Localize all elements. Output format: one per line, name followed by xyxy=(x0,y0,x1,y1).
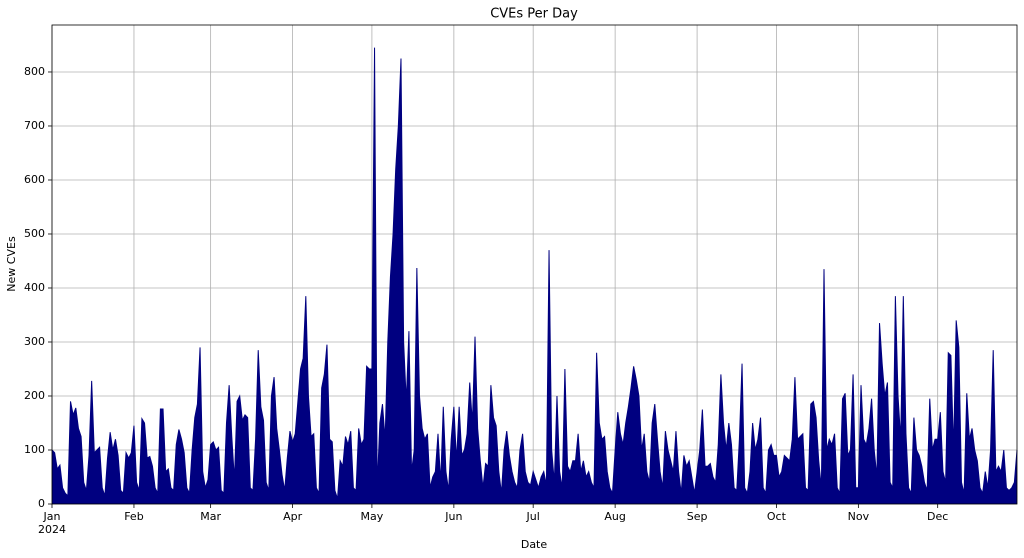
y-tick-label: 800 xyxy=(24,65,45,78)
y-tick-label: 600 xyxy=(24,173,45,186)
x-axis-label: Date xyxy=(521,538,548,551)
x-tick-label: Nov xyxy=(848,510,870,523)
x-tick-label: Jun xyxy=(444,510,462,523)
y-tick-label: 500 xyxy=(24,227,45,240)
y-tick-label: 200 xyxy=(24,389,45,402)
area-line xyxy=(51,47,1018,499)
plot-frame xyxy=(51,24,1018,505)
area-fill xyxy=(52,47,1017,505)
y-tick-label: 0 xyxy=(38,497,45,510)
chart-title: CVEs Per Day xyxy=(490,7,578,22)
x-tick-label: Mar xyxy=(200,510,221,523)
y-axis-label: New CVEs xyxy=(5,236,18,292)
x-tick-label: Feb xyxy=(124,510,143,523)
x-tick-label: May xyxy=(361,510,384,523)
x-tick-label: Aug xyxy=(604,510,625,523)
y-tick-label: 100 xyxy=(24,443,45,456)
x-tick-label: Jul xyxy=(526,510,540,523)
x-tick-label: Dec xyxy=(927,510,948,523)
x-year-label: 2024 xyxy=(38,523,66,536)
y-tick-label: 300 xyxy=(24,335,45,348)
x-tick-label: Apr xyxy=(283,510,303,523)
x-tick-label: Jan xyxy=(43,510,61,523)
x-tick-label: Sep xyxy=(687,510,708,523)
x-tick-label: Oct xyxy=(767,510,787,523)
y-tick-label: 400 xyxy=(24,281,45,294)
y-tick-label: 700 xyxy=(24,119,45,132)
